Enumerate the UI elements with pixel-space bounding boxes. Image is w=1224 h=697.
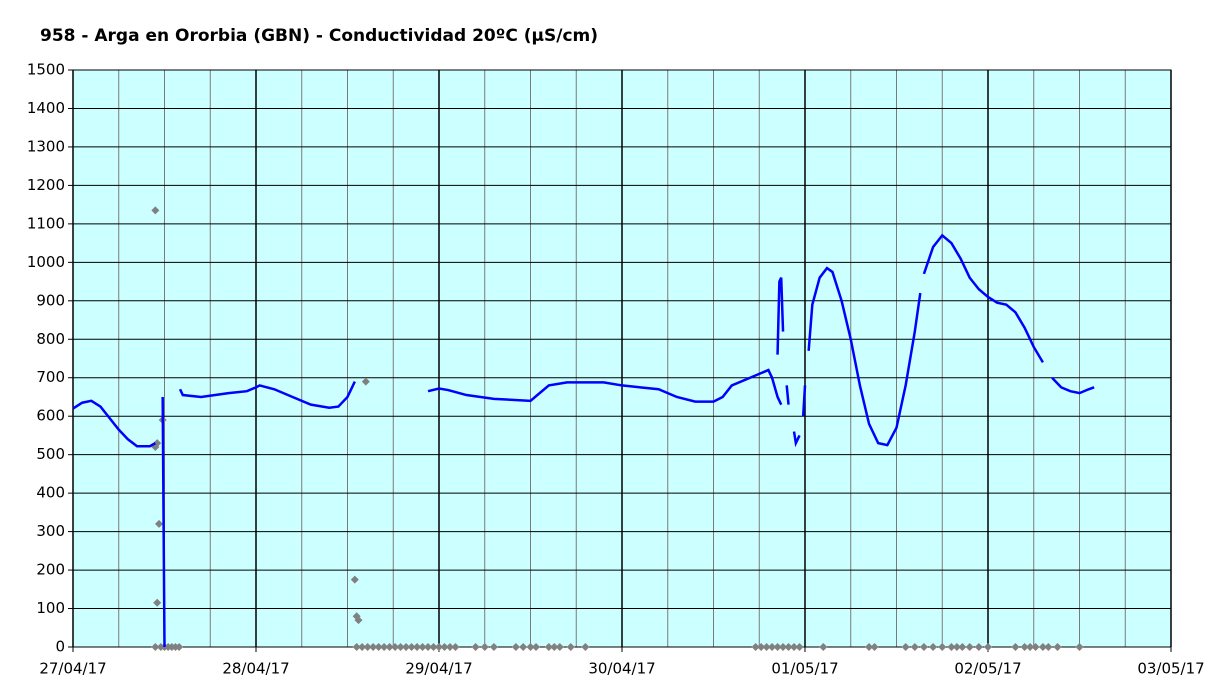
invalid-point (451, 643, 460, 651)
invalid-point (352, 643, 361, 651)
invalid-point (445, 643, 454, 651)
invalid-point (965, 643, 974, 651)
invalid-point (363, 643, 372, 651)
invalid-point (480, 643, 489, 651)
invalid-point (784, 643, 793, 651)
y-tick-label: 100 (36, 599, 65, 617)
invalid-point (519, 643, 528, 651)
invalid-point (385, 643, 394, 651)
invalid-point (958, 643, 967, 651)
invalid-point (1075, 643, 1084, 651)
invalid-point (402, 643, 411, 651)
invalid-point (768, 643, 777, 651)
invalid-point (566, 643, 575, 651)
invalid-point (531, 643, 540, 651)
invalid-point (779, 643, 788, 651)
invalid-point (175, 643, 184, 651)
invalid-point (947, 643, 956, 651)
invalid-point (974, 643, 983, 651)
data-line (72, 233, 1095, 648)
invalid-point (354, 616, 363, 625)
invalid-point (511, 643, 520, 651)
invalid-point (424, 643, 433, 651)
invalid-point (762, 643, 771, 651)
invalid-point (489, 643, 498, 651)
invalid-point (581, 643, 590, 651)
invalid-point (550, 643, 559, 651)
y-tick-label: 1100 (27, 214, 65, 232)
y-tick-label: 200 (36, 561, 65, 579)
invalid-point (952, 643, 961, 651)
invalid-point (555, 643, 564, 651)
y-tick-label: 400 (36, 484, 65, 502)
invalid-point (374, 643, 383, 651)
plot-border (72, 69, 1172, 648)
invalid-point (413, 643, 422, 651)
invalid-point (751, 643, 760, 651)
invalid-point (429, 643, 438, 651)
x-tick-label: 01/05/17 (771, 660, 838, 678)
invalid-point (901, 643, 910, 651)
y-tick-label: 700 (36, 368, 65, 386)
y-tick-label: 500 (36, 445, 65, 463)
invalid-point (418, 643, 427, 651)
y-tick-label: 1500 (27, 61, 65, 79)
invalid-point (471, 643, 480, 651)
invalid-point (1020, 643, 1029, 651)
y-tick-label: 600 (36, 407, 65, 425)
invalid-point (361, 377, 370, 386)
invalid-point (929, 643, 938, 651)
invalid-point (440, 643, 449, 651)
invalid-point (795, 643, 804, 651)
x-tick-label: 29/04/17 (405, 660, 472, 678)
invalid-point (938, 643, 947, 651)
invalid-point (773, 643, 782, 651)
invalid-point (369, 643, 378, 651)
invalid-point (153, 439, 162, 448)
invalid-point (151, 206, 160, 215)
invalid-point (870, 643, 879, 651)
invalid-point (819, 643, 828, 651)
invalid-point (155, 519, 164, 528)
invalid-point (1053, 643, 1062, 651)
invalid-point (350, 575, 359, 584)
invalid-point (790, 643, 799, 651)
invalid-point (984, 643, 992, 651)
invalid-point (151, 643, 160, 651)
x-tick-label: 28/04/17 (222, 660, 289, 678)
y-tick-label: 1200 (27, 176, 65, 194)
invalid-point (358, 643, 367, 651)
invalid-point (865, 643, 874, 651)
invalid-point (1031, 643, 1040, 651)
invalid-point (153, 598, 162, 607)
y-tick-label: 1400 (27, 99, 65, 117)
invalid-point (1044, 643, 1053, 651)
invalid-point (1011, 643, 1020, 651)
invalid-point (396, 643, 405, 651)
y-tick-label: 900 (36, 291, 65, 309)
x-tick-label: 03/05/17 (1137, 660, 1204, 678)
invalid-point (757, 643, 766, 651)
x-tick-label: 27/04/17 (39, 660, 106, 678)
y-tick-label: 800 (36, 330, 65, 348)
chart-title: 958 - Arga en Ororbia (GBN) - Conductivi… (40, 26, 598, 46)
y-tick-label: 0 (55, 638, 65, 656)
x-tick-label: 30/04/17 (588, 660, 655, 678)
invalid-point (919, 643, 928, 651)
y-tick-label: 1300 (27, 137, 65, 155)
invalid-point (407, 643, 416, 651)
invalid-point (1026, 643, 1035, 651)
invalid-point (380, 643, 389, 651)
invalid-point (544, 643, 553, 651)
y-tick-label: 300 (36, 522, 65, 540)
invalid-point (910, 643, 919, 651)
invalid-point (435, 643, 443, 651)
x-tick-label: 02/05/17 (954, 660, 1021, 678)
y-tick-label: 1000 (27, 253, 65, 271)
invalid-point (391, 643, 400, 651)
invalid-point (1038, 643, 1047, 651)
invalid-point (526, 643, 535, 651)
